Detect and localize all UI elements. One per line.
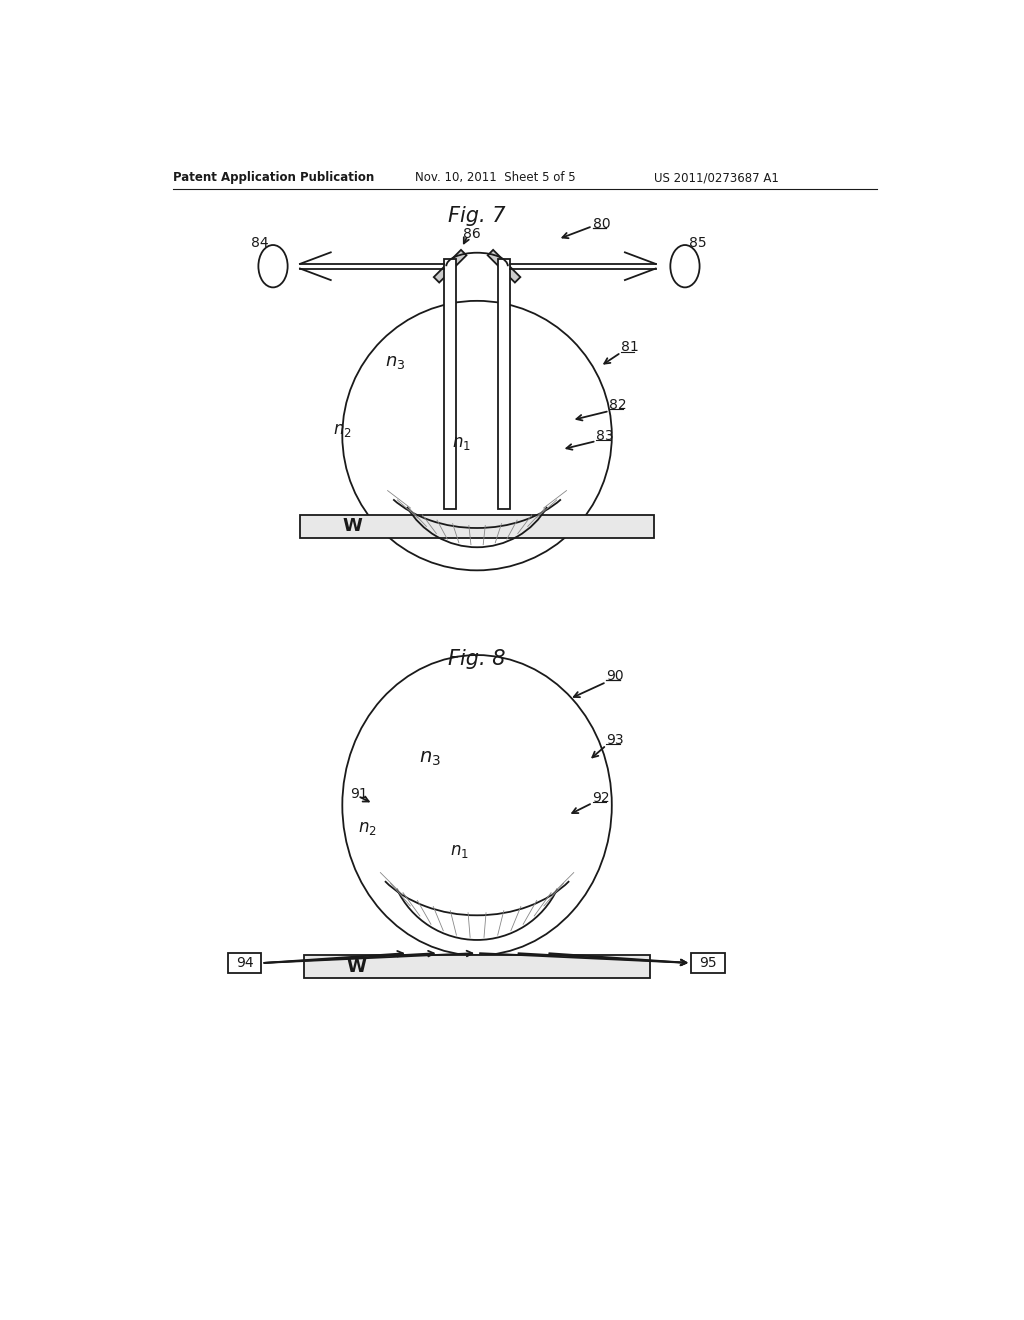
Text: Fig. 8: Fig. 8 — [449, 649, 506, 669]
Polygon shape — [487, 249, 520, 282]
Text: 92: 92 — [593, 791, 610, 804]
Text: $n_1$: $n_1$ — [453, 434, 471, 453]
Text: 83: 83 — [596, 429, 614, 442]
Text: 94: 94 — [236, 956, 253, 970]
Text: 82: 82 — [609, 397, 627, 412]
Bar — [498, 259, 510, 508]
Text: $n_2$: $n_2$ — [333, 421, 352, 440]
Text: Patent Application Publication: Patent Application Publication — [173, 172, 374, 185]
Text: $n_3$: $n_3$ — [419, 750, 441, 768]
Bar — [227, 953, 261, 973]
Bar — [300, 515, 654, 539]
Text: 84: 84 — [252, 236, 269, 249]
Bar — [691, 953, 725, 973]
Text: Nov. 10, 2011  Sheet 5 of 5: Nov. 10, 2011 Sheet 5 of 5 — [416, 172, 577, 185]
Text: $n_2$: $n_2$ — [357, 820, 377, 837]
Ellipse shape — [671, 246, 699, 288]
Text: W: W — [346, 958, 366, 975]
Text: 80: 80 — [593, 216, 610, 231]
Bar — [444, 259, 457, 508]
Ellipse shape — [258, 246, 288, 288]
Text: US 2011/0273687 A1: US 2011/0273687 A1 — [654, 172, 779, 185]
Text: Fig. 7: Fig. 7 — [449, 206, 506, 226]
Text: 90: 90 — [606, 669, 624, 682]
Text: 85: 85 — [689, 236, 707, 249]
Text: $n_3$: $n_3$ — [385, 354, 406, 371]
Bar — [304, 956, 650, 978]
Text: W: W — [342, 517, 362, 536]
Text: 86: 86 — [463, 227, 481, 240]
Text: 81: 81 — [621, 341, 639, 354]
Text: 91: 91 — [350, 787, 368, 801]
Text: 93: 93 — [606, 733, 624, 747]
Polygon shape — [434, 249, 467, 282]
Text: 95: 95 — [699, 956, 717, 970]
Text: $n_1$: $n_1$ — [451, 842, 469, 861]
